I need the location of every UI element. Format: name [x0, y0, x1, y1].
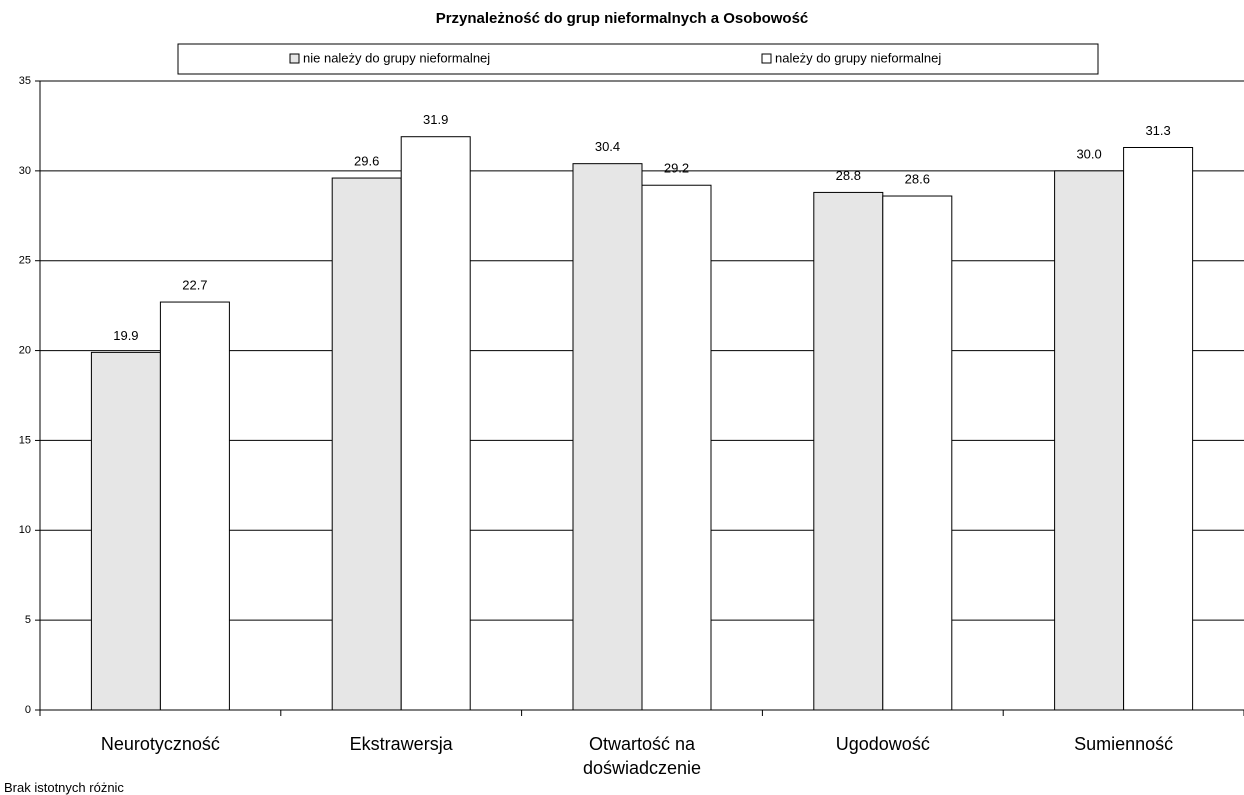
x-tick-label: Otwartość na doświadczenie	[582, 734, 702, 778]
value-label: 22.7	[182, 277, 207, 292]
x-tick-label: Ugodowość	[835, 734, 930, 754]
bar	[90, 351, 161, 711]
value-label: 31.3	[1145, 123, 1170, 138]
y-tick-label: 5	[25, 614, 31, 626]
y-tick-label: 10	[19, 524, 31, 536]
x-tick-label: Ekstrawersja	[349, 734, 453, 754]
y-tick-label: 15	[19, 434, 31, 446]
note: Brak istotnych różnic	[4, 780, 124, 795]
bar	[159, 301, 230, 711]
value-label: 30.4	[595, 139, 620, 154]
y-tick-label: 20	[19, 344, 31, 356]
value-label: 28.8	[836, 168, 861, 183]
bar	[641, 184, 712, 711]
legend-label: nie należy do grupy nieformalnej	[303, 50, 490, 65]
bar	[1123, 146, 1194, 711]
legend-swatch	[289, 53, 300, 64]
legend-box	[177, 43, 1099, 75]
value-label: 28.6	[905, 171, 930, 186]
x-tick-label: Sumienność	[1074, 734, 1174, 754]
y-tick-label: 0	[25, 704, 31, 716]
value-label: 31.9	[423, 112, 448, 127]
value-label: 29.2	[664, 161, 689, 176]
value-label: 29.6	[354, 153, 379, 168]
bar	[882, 195, 953, 711]
bar	[572, 163, 643, 711]
y-tick-label: 30	[19, 165, 31, 177]
bar	[1054, 170, 1125, 711]
y-tick-label: 25	[19, 255, 31, 267]
legend-swatch	[761, 53, 772, 64]
y-tick-label: 35	[19, 75, 31, 87]
bar	[331, 177, 402, 711]
bar	[813, 191, 884, 711]
x-tick-label: Neurotyczność	[100, 734, 220, 754]
chart-title: Przynależność do grup nieformalnych a Os…	[436, 10, 809, 27]
value-label: 19.9	[113, 328, 138, 343]
bar	[400, 136, 471, 711]
value-label: 30.0	[1076, 146, 1101, 161]
legend-label: należy do grupy nieformalnej	[775, 50, 941, 65]
